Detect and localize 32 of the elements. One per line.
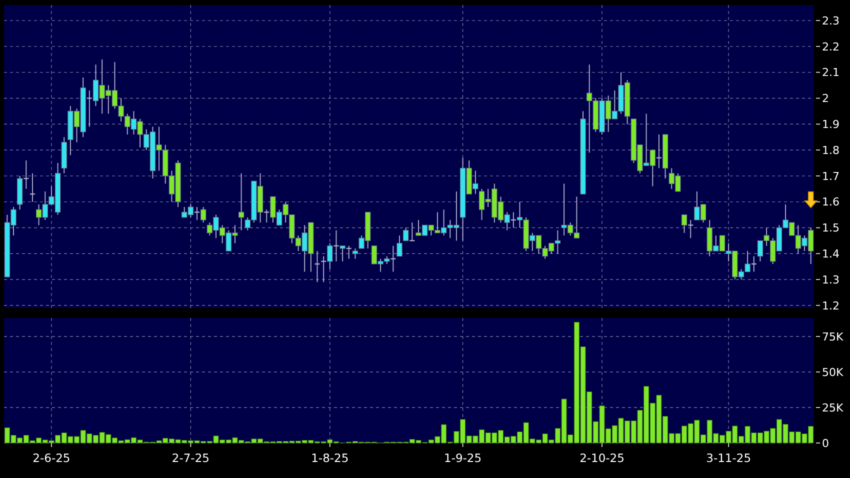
y-tick-label: 2 xyxy=(822,92,829,106)
candlestick xyxy=(396,234,402,257)
x-tick-label: 1-8-25 xyxy=(311,451,349,465)
y-tick-label: 1.4 xyxy=(822,247,840,260)
y-tick-label: 2.2 xyxy=(822,40,840,54)
y-tick-label: 50K xyxy=(822,366,844,379)
y-tick-label: 1.2 xyxy=(822,299,840,312)
candlestick xyxy=(264,209,270,224)
candlestick xyxy=(333,230,340,262)
candlestick xyxy=(238,172,244,231)
y-tick-label: 1.9 xyxy=(822,118,840,131)
candlestick xyxy=(194,206,200,220)
y-tick-label: 2.1 xyxy=(822,66,840,80)
x-tick-label: 1-9-25 xyxy=(444,451,482,465)
candlestick xyxy=(352,248,358,260)
x-tick-label: 2-10-25 xyxy=(580,451,624,465)
y-tick-label: 1.3 xyxy=(822,273,840,286)
candlestick xyxy=(390,245,396,272)
y-tick-label: 1.6 xyxy=(822,196,840,209)
y-tick-label: 75K xyxy=(822,330,844,344)
y-tick-label: 2.3 xyxy=(822,14,840,28)
x-tick-label: 3-11-25 xyxy=(706,451,752,465)
candlestick xyxy=(656,134,662,169)
y-tick-label: 25K xyxy=(822,401,844,414)
y-tick-label: 0 xyxy=(822,436,829,450)
candlestick xyxy=(409,222,416,242)
y-tick-label: 1.8 xyxy=(822,144,840,157)
x-tick-label: 2-7-25 xyxy=(172,451,210,465)
x-tick-label: 2-6-25 xyxy=(32,451,70,465)
y-tick-label: 1.7 xyxy=(822,170,840,183)
y-tick-label: 1.5 xyxy=(822,222,840,235)
candlestick xyxy=(86,90,93,128)
